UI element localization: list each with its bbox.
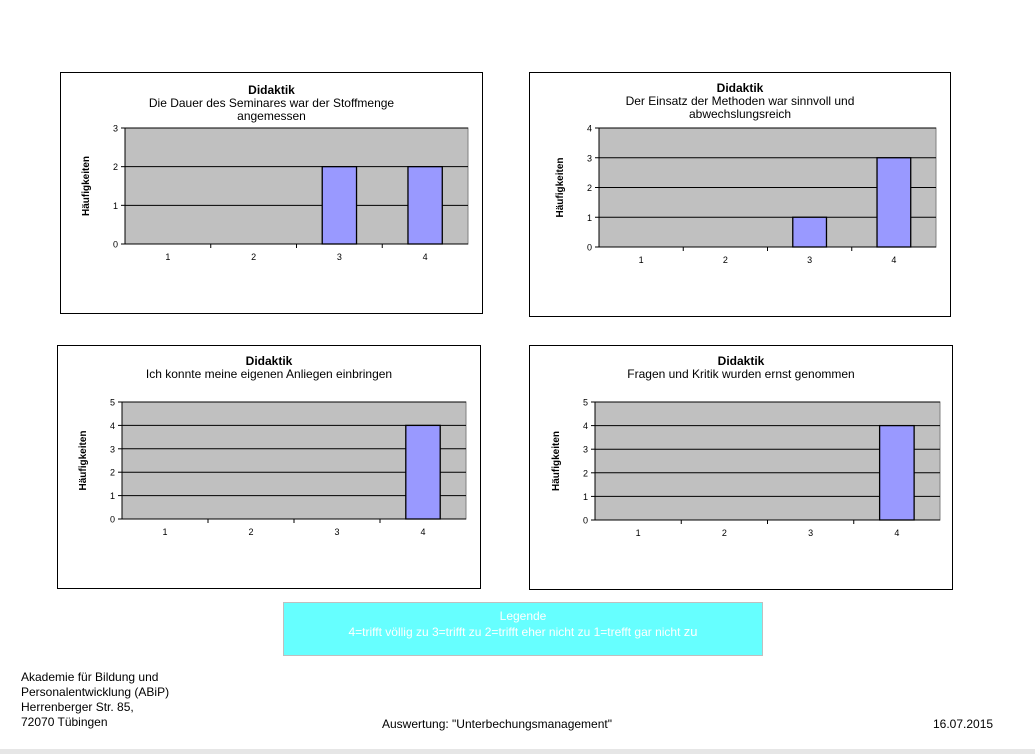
- chart-subtitle-line: Ich konnte meine eigenen Anliegen einbri…: [145, 367, 393, 381]
- chart-title-block: Didaktik Der Einsatz der Methoden war si…: [530, 82, 950, 121]
- bar-4: [405, 424, 441, 520]
- bar-chart: 0 1 2 3 4 5 1 2 3 4 Häufigkeiten: [78, 398, 467, 537]
- legend-text-main: 4=trifft völlig zu 3=trifft zu 2=trifft …: [348, 625, 681, 639]
- address-line: 72070 Tübingen: [21, 715, 108, 729]
- chart-subtitle-line: angemessen: [237, 109, 306, 123]
- x-tick-label: 3: [337, 252, 342, 262]
- y-tick-label: 0: [110, 515, 115, 525]
- y-tick-label: 1: [587, 213, 592, 223]
- legend-text: 4=trifft völlig zu 3=trifft zu 2=trifft …: [284, 624, 762, 640]
- y-tick-label: 2: [587, 183, 592, 193]
- bar-chart: 0 1 2 3 4 5 1 2 3 4 Häufigkeiten: [551, 398, 941, 538]
- y-tick-label: 0: [587, 243, 592, 253]
- y-axis-label: Häufigkeiten: [555, 157, 566, 217]
- bar-chart: 0 1 2 3 4 1 2 3 4 Häufigkeiten: [555, 124, 937, 265]
- y-tick-label: 5: [583, 398, 588, 408]
- footer-address: Akademie für Bildung und Personalentwick…: [21, 670, 169, 730]
- address-line: Akademie für Bildung und: [21, 670, 159, 684]
- legend-text-tail: zu: [683, 624, 698, 639]
- bar-3: [321, 166, 358, 245]
- y-tick-label: 3: [110, 444, 115, 454]
- x-tick-label: 1: [165, 252, 170, 262]
- y-tick-label: 2: [113, 162, 118, 172]
- y-tick-label: 0: [583, 516, 588, 526]
- y-tick-label: 1: [110, 491, 115, 501]
- chart-panel-4: Didaktik Fragen und Kritik wurden ernst …: [529, 345, 953, 590]
- y-tick-label: 3: [587, 153, 592, 163]
- y-tick-label: 2: [110, 468, 115, 478]
- footer-date: 16.07.2015: [933, 717, 994, 731]
- y-axis-label: Häufigkeiten: [551, 431, 562, 491]
- x-tick-label: 4: [894, 528, 899, 538]
- y-tick-label: 4: [110, 421, 115, 431]
- x-tick-label: 3: [808, 528, 813, 538]
- y-axis-label: Häufigkeiten: [81, 156, 92, 216]
- chart-subtitle-line: Die Dauer des Seminares war der Stoffmen…: [148, 96, 395, 110]
- y-tick-label: 5: [110, 398, 115, 408]
- y-tick-label: 2: [583, 468, 588, 478]
- chart-subtitle-line: Fragen und Kritik wurden ernst genommen: [627, 367, 855, 381]
- bar-4: [878, 424, 915, 521]
- chart-panel-1: Didaktik Die Dauer des Seminares war der…: [60, 72, 483, 314]
- address-line: Herrenberger Str. 85,: [21, 700, 134, 714]
- chart-title-block: Didaktik Fragen und Kritik wurden ernst …: [530, 355, 952, 381]
- x-tick-label: 1: [162, 527, 167, 537]
- legend-box: Legende 4=trifft völlig zu 3=trifft zu 2…: [283, 602, 763, 656]
- bar-4: [407, 166, 443, 245]
- x-tick-label: 2: [251, 252, 256, 262]
- footer-report-title: Auswertung: "Unterbechungsmanagement": [382, 717, 612, 731]
- y-tick-label: 3: [113, 124, 118, 134]
- y-tick-label: 3: [583, 445, 588, 455]
- chart-subtitle-line: abwechslungsreich: [688, 107, 792, 121]
- x-tick-label: 2: [722, 528, 727, 538]
- address-line: Personalentwicklung (ABiP): [21, 685, 170, 699]
- y-tick-label: 4: [583, 421, 588, 431]
- x-tick-label: 4: [420, 527, 425, 537]
- x-tick-label: 1: [639, 255, 644, 265]
- x-tick-label: 2: [723, 255, 728, 265]
- chart-subtitle-line: Der Einsatz der Methoden war sinnvoll un…: [625, 94, 855, 108]
- chart-title: Didaktik: [716, 81, 764, 95]
- bottom-bar: [0, 749, 1035, 754]
- x-tick-label: 4: [423, 252, 428, 262]
- x-tick-label: 3: [334, 527, 339, 537]
- bar-3: [792, 216, 828, 248]
- y-tick-label: 1: [583, 492, 588, 502]
- x-tick-label: 1: [636, 528, 641, 538]
- chart-title: Didaktik: [248, 83, 295, 97]
- x-tick-label: 3: [807, 255, 812, 265]
- chart-title-block: Didaktik Die Dauer des Seminares war der…: [61, 84, 482, 123]
- y-tick-label: 0: [113, 240, 118, 250]
- chart-title: Didaktik: [245, 354, 293, 368]
- y-tick-label: 1: [113, 201, 118, 211]
- bar-4: [876, 157, 912, 248]
- chart-title-block: Didaktik Ich konnte meine eigenen Anlieg…: [58, 355, 480, 381]
- y-tick-label: 4: [587, 124, 592, 134]
- x-tick-label: 2: [248, 527, 253, 537]
- bar-chart: 0 1 2 3 1 2 3 4 Häufigkeiten: [81, 124, 469, 262]
- legend-title: Legende: [499, 609, 547, 623]
- chart-panel-2: Didaktik Der Einsatz der Methoden war si…: [529, 72, 951, 317]
- x-tick-label: 4: [891, 255, 896, 265]
- chart-title: Didaktik: [717, 354, 765, 368]
- chart-panel-3: Didaktik Ich konnte meine eigenen Anlieg…: [57, 345, 481, 589]
- y-axis-label: Häufigkeiten: [78, 430, 89, 490]
